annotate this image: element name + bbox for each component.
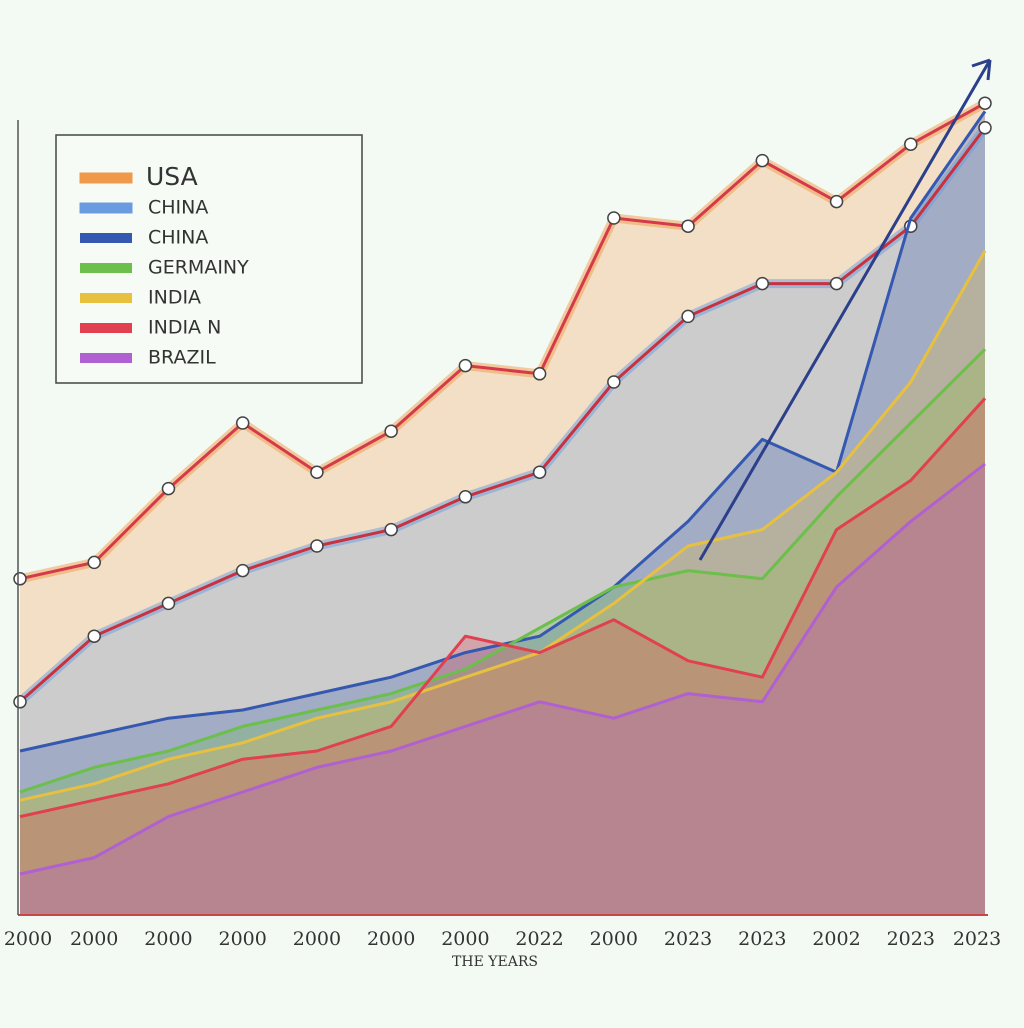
data-point [532, 465, 547, 479]
data-point [681, 309, 695, 324]
legend-swatch [79, 172, 133, 184]
legend-label: INDIA [148, 287, 201, 309]
legend-label: USA [146, 162, 198, 191]
data-point [458, 490, 473, 504]
trend-arrow [698, 58, 992, 561]
data-point [235, 416, 250, 430]
data-point [235, 563, 250, 578]
data-point [384, 522, 398, 537]
series-area [20, 127, 985, 916]
x-tick-label: 2023 [953, 928, 1001, 950]
series-line [19, 397, 987, 819]
x-tick-label: 2000 [590, 928, 638, 950]
data-point [681, 219, 695, 233]
series-area [20, 250, 985, 916]
data-point [607, 375, 621, 389]
data-point [310, 539, 324, 553]
x-tick-label: 2022 [515, 928, 563, 950]
data-point [161, 481, 176, 496]
x-tick-label: 2023 [887, 928, 935, 950]
data-point [13, 572, 27, 586]
data-point [532, 367, 547, 381]
x-axis-label: THE YEARS [452, 954, 538, 970]
x-tick-label: 2000 [144, 928, 192, 950]
data-point [755, 153, 770, 168]
legend: USA CHINA CHINA GERMAINY INDIA INDIA N BRAZIL [79, 162, 249, 369]
x-tick-label: 2000 [367, 928, 415, 950]
data-point [904, 137, 918, 151]
legend-label: CHINA [148, 197, 208, 219]
series-line [19, 348, 987, 794]
x-tick-label: 2000 [441, 928, 489, 950]
legend-swatch [80, 263, 132, 273]
data-point [384, 424, 398, 438]
data-point [978, 121, 992, 135]
legend-swatch [80, 233, 132, 243]
data-point [607, 211, 621, 225]
legend-label: INDIA N [148, 317, 221, 339]
legend-swatch [80, 293, 132, 303]
legend-label: CHINA [148, 227, 208, 249]
data-point [829, 194, 844, 209]
series-area [20, 349, 985, 915]
data-point [87, 629, 101, 643]
x-tick-label: 2000 [293, 928, 341, 950]
legend-label: GERMAINY [148, 257, 249, 279]
legend-label: BRAZIL [148, 347, 216, 369]
legend-swatch [79, 202, 133, 214]
x-tick-label: 2000 [219, 928, 267, 950]
series-area [20, 111, 985, 915]
data-point [13, 695, 27, 709]
data-point [161, 596, 176, 611]
series-area [20, 103, 985, 915]
plot-area [13, 96, 992, 916]
series-line [19, 101, 986, 581]
x-tick-label: 2023 [738, 928, 786, 950]
data-point [310, 465, 324, 479]
legend-swatch [80, 353, 132, 363]
x-tick-label: 2000 [70, 928, 118, 950]
legend-swatch [80, 323, 132, 333]
series-area [20, 464, 985, 915]
data-point [978, 96, 992, 110]
data-point [87, 555, 101, 570]
x-tick-label: 2002 [812, 928, 860, 950]
series-line [19, 462, 986, 876]
data-point [829, 276, 844, 291]
x-tick-label: 2023 [664, 928, 712, 950]
x-tick-label: 2000 [4, 928, 52, 950]
series-line [19, 250, 987, 802]
data-point [755, 276, 770, 291]
data-point [458, 358, 473, 373]
series-line [19, 126, 987, 703]
